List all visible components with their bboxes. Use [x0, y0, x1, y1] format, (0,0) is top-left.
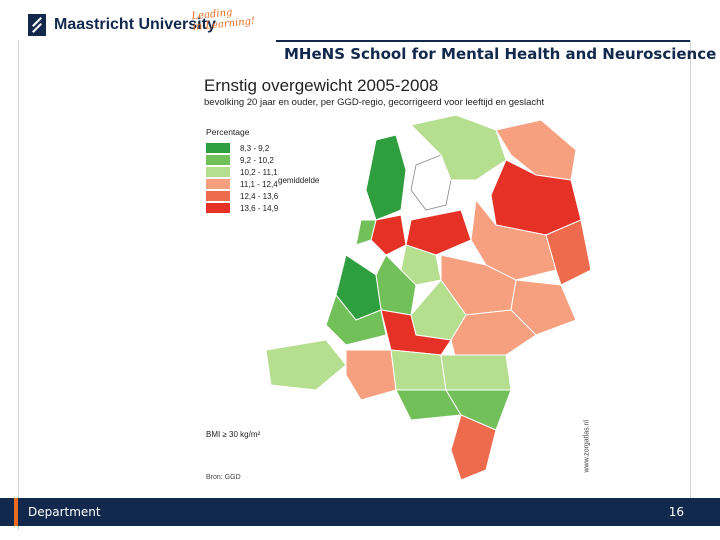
bmi-note: BMI ≥ 30 kg/m² [206, 430, 261, 439]
legend-label: 11,1 - 12,4 [240, 179, 278, 189]
region-gooi [400, 244, 442, 286]
source-note: Bron: GGD [206, 474, 241, 481]
legend-item: 8,3 - 9,2 [206, 142, 278, 154]
legend-label: 13,6 - 14,9 [240, 203, 279, 213]
university-name: Maastricht University [54, 16, 216, 33]
right-rule [690, 40, 691, 500]
legend-label: 8,3 - 9,2 [240, 143, 270, 153]
legend-swatch [206, 203, 230, 213]
legend: 8,3 - 9,2 9,2 - 10,2 10,2 - 11,1 11,1 - … [206, 142, 278, 214]
legend-item: 13,6 - 14,9 [206, 202, 278, 214]
region-flevoland [405, 209, 472, 256]
region-kennemerland [355, 219, 377, 246]
region-zeeland [265, 339, 347, 391]
school-title: MHeNS School for Mental Health and Neuro… [284, 45, 717, 63]
university-logo[interactable]: Maastricht University [28, 12, 216, 38]
legend-swatch [206, 143, 230, 153]
region-noord-holland-north [365, 134, 407, 221]
legend-title: Percentage [206, 127, 250, 137]
legend-swatch [206, 191, 230, 201]
region-west-brabant [345, 349, 397, 401]
map-subtitle: bevolking 20 jaar en ouder, per GGD-regi… [204, 97, 545, 108]
legend-item: 11,1 - 12,4 [206, 178, 278, 190]
region-zuid-limburg [450, 414, 497, 481]
credit-note: www.zorgatlas.nl [584, 420, 591, 473]
region-midden-brabant [390, 349, 447, 391]
region-achterhoek [510, 279, 577, 336]
legend-label: 9,2 - 10,2 [240, 155, 274, 165]
footer-accent [14, 498, 18, 526]
legend-item: 12,4 - 13,6 [206, 190, 278, 202]
region-oost-brabant [440, 354, 512, 391]
legend-swatch [206, 155, 230, 165]
region-friesland [410, 114, 507, 181]
slogan: Leading in Learning! [191, 5, 256, 33]
legend-item: 10,2 - 11,1 [206, 166, 278, 178]
region-twente [545, 219, 590, 286]
legend-swatch [206, 179, 230, 189]
legend-label: 12,4 - 13,6 [240, 191, 279, 201]
map-figure: Ernstig overgewicht 2005-2008 bevolking … [196, 70, 591, 490]
average-label: gemiddelde [278, 176, 320, 185]
region-overijssel [470, 198, 557, 281]
legend-swatch [206, 167, 230, 177]
netherlands-map [265, 114, 590, 481]
school-title-bar [276, 40, 690, 42]
left-rule [18, 40, 19, 530]
legend-label: 10,2 - 11,1 [240, 167, 278, 177]
university-logo-icon [28, 14, 46, 36]
footer-bar [0, 498, 720, 526]
region-rotterdam [325, 293, 387, 346]
legend-item: 9,2 - 10,2 [206, 154, 278, 166]
map-title: Ernstig overgewicht 2005-2008 [204, 76, 439, 95]
page-number: 16 [668, 505, 684, 519]
department-label: Department [28, 505, 101, 519]
